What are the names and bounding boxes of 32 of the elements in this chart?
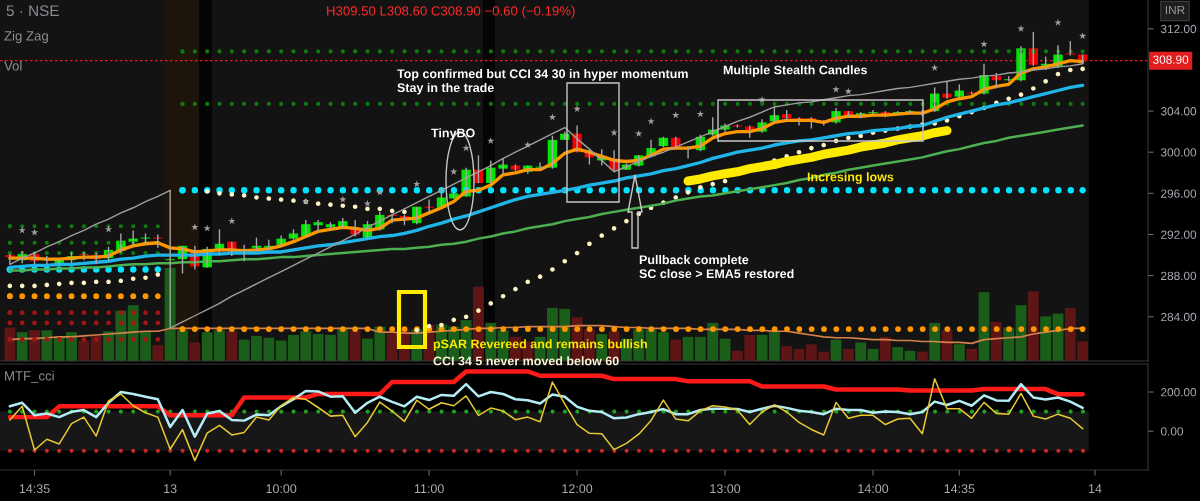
x-tick-label: 14:00 — [858, 484, 889, 494]
x-tick-label: 12:00 — [562, 484, 593, 494]
y-tick-label: 300.00 — [1160, 148, 1197, 157]
x-tick-label: 14:35 — [944, 484, 975, 494]
y-tick-label: 0.00 — [1160, 427, 1184, 436]
x-tick-label: 14:35 — [19, 484, 50, 494]
annotation: pSAR Revereed and remains bullish — [433, 339, 647, 351]
annotation: TinyBO — [431, 128, 475, 140]
x-tick-label: 10:00 — [266, 484, 297, 494]
y-tick-label: 296.00 — [1161, 189, 1197, 198]
y-tick-label: 288.00 — [1161, 271, 1197, 281]
ref-line-label: 308.90 — [1153, 55, 1189, 64]
annotation: Vol — [4, 60, 22, 71]
annotation: MTF_cci — [5, 370, 54, 384]
x-tick-label: 13 — [164, 484, 177, 494]
y-tick-label: 284.00 — [1161, 312, 1197, 322]
annotation: Multiple Stealth Candles — [723, 65, 867, 77]
annotation: H309.50 L308.60 C308.90 −0.60 (−0.19%) — [327, 5, 575, 19]
annotation: Top confirmed but CCI 34 30 in hyper momentum Stay in the trade — [397, 69, 688, 95]
y-tick-label: 292.00 — [1161, 230, 1197, 239]
annotation: Incresing lows — [807, 172, 894, 184]
annotation: Pullback complete SC close > EMA5 restored — [639, 255, 794, 279]
annotation: Zig Zag — [4, 30, 48, 44]
x-tick-label: 14 — [1088, 484, 1102, 493]
chart-title: 5 · NSE — [6, 5, 59, 17]
y-tick-label: 304.00 — [1160, 107, 1197, 116]
y-tick-label: 312.00 — [1160, 24, 1197, 34]
text: INR — [1165, 5, 1185, 15]
y-tick-label: 200.00 — [1161, 388, 1197, 397]
annotation: CCI 34 5 never moved below 60 — [433, 356, 619, 366]
x-tick-label: 13:00 — [710, 484, 741, 494]
x-tick-label: 11:00 — [414, 484, 444, 494]
